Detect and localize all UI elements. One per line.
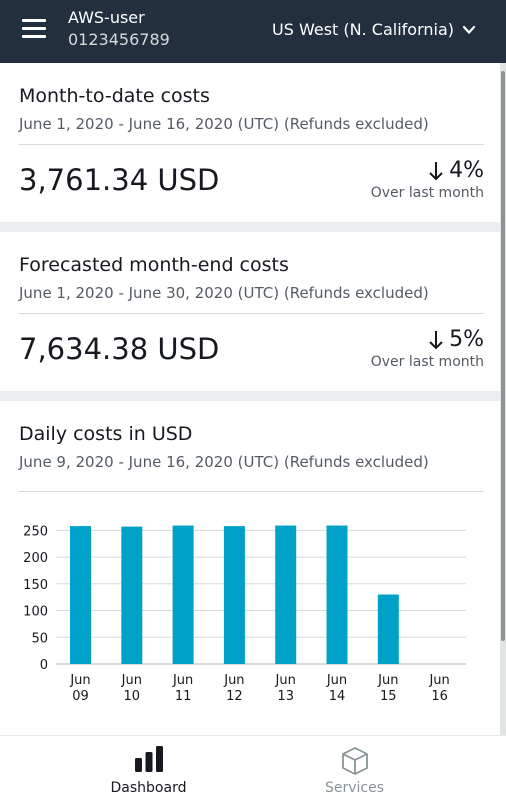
bar-jun-12[interactable] bbox=[223, 526, 245, 664]
bar-jun-09[interactable] bbox=[70, 526, 91, 664]
tab-label: Services bbox=[324, 780, 385, 796]
bottom-tab-bar: Dashboard Services bbox=[0, 735, 506, 803]
bar-jun-13[interactable] bbox=[275, 525, 297, 664]
y-tick-label: 100 bbox=[23, 605, 48, 620]
arrow-down-icon bbox=[429, 162, 443, 181]
x-tick-label: 09 bbox=[72, 689, 89, 704]
tab-services[interactable]: Services bbox=[228, 736, 481, 803]
x-tick-label: Jun bbox=[377, 673, 398, 688]
month-to-date-card[interactable]: Month-to-date costs June 1, 2020 - June … bbox=[0, 63, 500, 222]
account-id: 0123456789 bbox=[68, 30, 170, 49]
x-tick-label: 13 bbox=[277, 689, 294, 704]
card-date-range: June 1, 2020 - June 30, 2020 (UTC) (Refu… bbox=[19, 284, 429, 302]
y-tick-label: 50 bbox=[31, 631, 48, 646]
bar-jun-11[interactable] bbox=[172, 525, 194, 664]
x-tick-label: Jun bbox=[428, 673, 449, 688]
hamburger-menu-icon[interactable] bbox=[22, 19, 46, 39]
account-name: AWS-user bbox=[68, 8, 145, 27]
x-tick-label: 11 bbox=[175, 689, 192, 704]
bar-chart-icon bbox=[134, 746, 163, 772]
card-date-range: June 1, 2020 - June 16, 2020 (UTC) (Refu… bbox=[19, 115, 429, 133]
app-header: AWS-user 0123456789 US West (N. Californ… bbox=[0, 0, 506, 63]
tab-dashboard[interactable]: Dashboard bbox=[22, 736, 275, 803]
x-tick-label: Jun bbox=[172, 673, 193, 688]
x-tick-label: 12 bbox=[226, 689, 243, 704]
forecast-amount: 7,634.38 USD bbox=[19, 332, 220, 366]
change-note: Over last month bbox=[370, 354, 484, 370]
change-indicator: 4% Over last month bbox=[371, 158, 484, 202]
x-tick-label: Jun bbox=[275, 673, 296, 688]
daily-costs-chart: 050100150200250Jun09Jun10Jun11Jun12Jun13… bbox=[23, 524, 466, 704]
x-tick-label: 15 bbox=[380, 689, 397, 704]
x-tick-label: Jun bbox=[223, 673, 244, 688]
arrow-down-icon bbox=[429, 331, 443, 350]
month-to-date-amount: 3,761.34 USD bbox=[19, 163, 220, 197]
scrollbar-thumb[interactable] bbox=[501, 71, 505, 641]
card-title: Daily costs in USD bbox=[19, 423, 193, 445]
card-date-range: June 9, 2020 - June 16, 2020 (UTC) (Refu… bbox=[19, 453, 429, 471]
x-tick-label: 10 bbox=[124, 689, 141, 704]
tab-label: Dashboard bbox=[110, 780, 187, 796]
card-divider bbox=[19, 491, 484, 492]
y-tick-label: 150 bbox=[23, 578, 48, 593]
cube-icon bbox=[341, 747, 368, 775]
card-title: Month-to-date costs bbox=[19, 85, 210, 107]
region-selector[interactable]: US West (N. California) bbox=[272, 19, 476, 41]
bar-jun-10[interactable] bbox=[121, 526, 143, 664]
change-percent: 4% bbox=[449, 158, 484, 183]
forecast-card[interactable]: Forecasted month-end costs June 1, 2020 … bbox=[0, 232, 500, 391]
card-title: Forecasted month-end costs bbox=[19, 254, 289, 276]
account-info: AWS-user 0123456789 bbox=[68, 7, 170, 51]
change-percent: 5% bbox=[449, 327, 484, 352]
daily-costs-card[interactable]: Daily costs in USD June 9, 2020 - June 1… bbox=[0, 401, 500, 735]
chevron-down-icon bbox=[462, 25, 476, 34]
change-indicator: 5% Over last month bbox=[371, 327, 484, 371]
card-divider bbox=[19, 144, 484, 145]
x-tick-label: Jun bbox=[121, 673, 142, 688]
bar-jun-14[interactable] bbox=[326, 525, 348, 664]
y-tick-label: 200 bbox=[23, 551, 48, 566]
x-tick-label: 14 bbox=[329, 689, 346, 704]
x-tick-label: Jun bbox=[326, 673, 347, 688]
bar-jun-15[interactable] bbox=[377, 594, 399, 665]
x-tick-label: 16 bbox=[431, 689, 448, 704]
x-tick-label: Jun bbox=[69, 673, 90, 688]
change-note: Over last month bbox=[370, 185, 484, 201]
y-tick-label: 250 bbox=[23, 524, 48, 539]
y-tick-label: 0 bbox=[40, 658, 48, 673]
region-label: US West (N. California) bbox=[272, 20, 454, 39]
card-divider bbox=[19, 313, 484, 314]
scrollbar[interactable] bbox=[500, 63, 506, 735]
